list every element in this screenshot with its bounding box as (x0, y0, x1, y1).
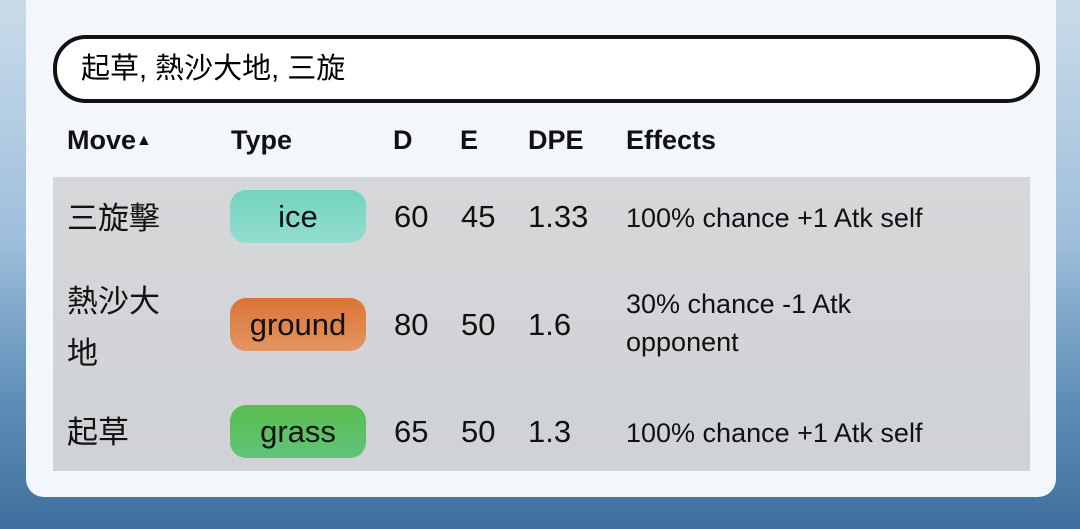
move-name: 三旋擊 (67, 201, 160, 236)
type-badge: grass (230, 405, 366, 458)
column-header-effects[interactable]: Effects (626, 125, 717, 155)
damage-value: 60 (394, 199, 429, 234)
move-name: 熱沙大地 (67, 284, 160, 371)
header-label: Move (67, 125, 137, 155)
column-header-e[interactable]: E (460, 125, 479, 155)
damage-value: 80 (394, 307, 429, 342)
sort-ascending-icon: ▲ (136, 132, 152, 149)
damage-value: 65 (394, 414, 429, 449)
column-header-d[interactable]: D (393, 125, 413, 155)
table-row[interactable]: 熱沙大地 ground 80 50 1.6 30% chance -1 Atk … (53, 262, 1030, 395)
energy-value: 45 (461, 199, 496, 234)
effects-text: 100% chance +1 Atk self (626, 203, 923, 233)
column-header-type[interactable]: Type (231, 125, 293, 155)
dpe-value: 1.33 (528, 199, 589, 234)
move-name: 起草 (67, 415, 129, 450)
effects-text: 100% chance +1 Atk self (626, 418, 923, 448)
column-header-move[interactable]: Move▲ (67, 125, 152, 156)
energy-value: 50 (461, 307, 496, 342)
energy-value: 50 (461, 414, 496, 449)
type-badge: ground (230, 298, 366, 351)
effects-text: 30% chance -1 Atk opponent (626, 289, 852, 357)
dpe-value: 1.6 (528, 307, 572, 342)
dpe-value: 1.3 (528, 414, 572, 449)
column-header-dpe[interactable]: DPE (528, 125, 584, 155)
moves-table: 三旋擊 ice 60 45 1.33 100% chance +1 Atk se… (53, 177, 1030, 471)
search-input[interactable] (53, 35, 1040, 103)
table-row[interactable]: 三旋擊 ice 60 45 1.33 100% chance +1 Atk se… (53, 177, 1030, 262)
type-badge: ice (230, 190, 366, 243)
table-row[interactable]: 起草 grass 65 50 1.3 100% chance +1 Atk se… (53, 395, 1030, 471)
